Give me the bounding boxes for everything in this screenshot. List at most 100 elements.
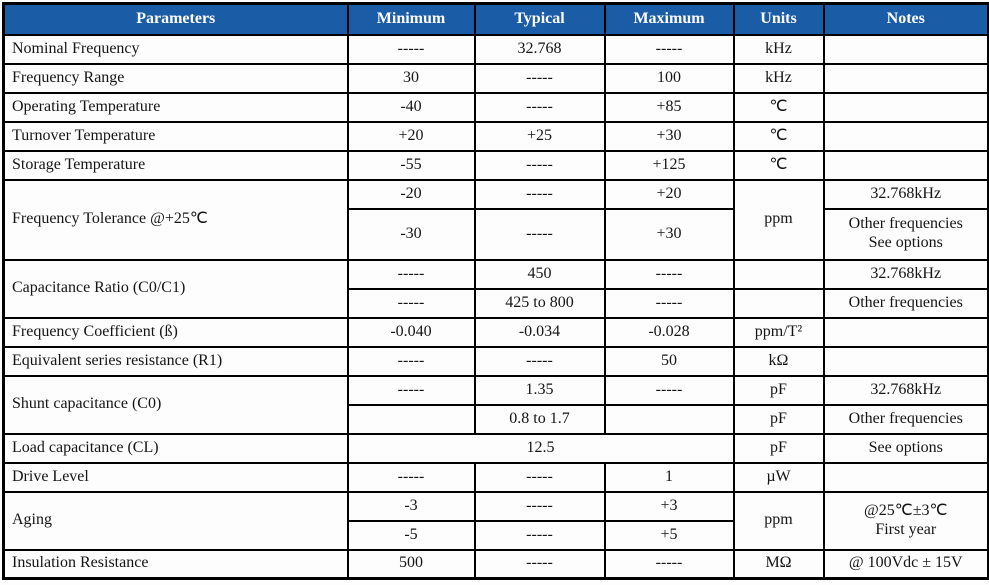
maximum-cell: +30 xyxy=(603,208,735,261)
typical-cell: 32.768 xyxy=(473,33,606,65)
minimum-cell: -30 xyxy=(346,208,476,261)
maximum-cell: ----- xyxy=(603,374,735,406)
notes-cell: Other frequencies xyxy=(822,404,989,435)
table-row: Frequency Coefficient (ß) -0.040 -0.034 -0.… xyxy=(2,316,989,348)
notes-cell xyxy=(822,149,989,181)
notes-cell: See options xyxy=(822,432,989,464)
units-cell: pF xyxy=(732,374,825,406)
notes-cell xyxy=(822,62,989,94)
param-frequency-tolerance: Frequency Tolerance @+25℃ xyxy=(2,178,349,261)
notes-cell: @25℃±3℃ First year xyxy=(822,490,989,551)
minimum-cell: -5 xyxy=(346,520,476,551)
minimum-cell: ----- xyxy=(346,258,476,290)
notes-cell: Other frequencies See options xyxy=(822,208,989,261)
units-cell: MΩ xyxy=(732,548,825,580)
typical-cell: ----- xyxy=(473,149,606,181)
units-cell: ppm/T² xyxy=(732,316,825,348)
notes-cell xyxy=(822,33,989,65)
maximum-cell: +125 xyxy=(603,149,735,181)
minimum-cell: -20 xyxy=(346,178,476,210)
table-row: Frequency Range 30 ----- 100 kHz xyxy=(2,62,989,94)
minimum-cell: -3 xyxy=(346,490,476,522)
typical-cell: ----- xyxy=(473,208,606,261)
notes-cell xyxy=(822,120,989,152)
units-cell: ppm xyxy=(732,490,825,551)
minimum-cell: 30 xyxy=(346,62,476,94)
table-row: 0.8 to 1.7 pF Other frequencies xyxy=(4,404,989,435)
units-cell: kHz xyxy=(732,33,825,65)
notes-cell: Other frequencies xyxy=(822,288,989,319)
typical-cell: ----- xyxy=(473,461,606,493)
typical-cell: ----- xyxy=(473,91,606,123)
units-cell: ℃ xyxy=(732,91,825,123)
maximum-cell: ----- xyxy=(603,258,735,290)
param-aging: Aging xyxy=(2,490,349,551)
typical-cell: +25 xyxy=(473,120,606,152)
param-storage-temperature: Storage Temperature xyxy=(2,149,349,181)
merged-value-cell: 12.5 xyxy=(346,432,735,464)
table-row: Load capacitance (CL) 12.5 pF See options xyxy=(2,432,989,464)
units-cell: kΩ xyxy=(732,345,825,377)
typical-cell: ----- xyxy=(473,345,606,377)
table-header: Parameters Minimum Typical Maximum Units Note… xyxy=(2,2,989,36)
notes-cell: 32.768kHz xyxy=(822,178,989,210)
typical-cell: 1.35 xyxy=(473,374,606,406)
maximum-cell xyxy=(603,404,735,435)
notes-cell xyxy=(822,316,989,348)
param-insulation-resistance: Insulation Resistance xyxy=(2,548,349,580)
table-row: Capacitance Ratio (C0/C1) ----- 450 ----- 32… xyxy=(2,258,989,319)
maximum-cell: +20 xyxy=(603,178,735,210)
table-body: Nominal Frequency ----- 32.768 ----- kHz Freq… xyxy=(2,33,989,580)
units-cell: pF xyxy=(732,432,825,464)
units-cell: ℃ xyxy=(732,120,825,152)
minimum-cell: -0.040 xyxy=(346,316,476,348)
notes-cell xyxy=(822,461,989,493)
minimum-cell: ----- xyxy=(346,288,476,319)
col-header-units: Units xyxy=(732,2,825,36)
maximum-cell: ----- xyxy=(603,548,735,580)
notes-cell xyxy=(822,91,989,123)
units-cell: ppm xyxy=(732,178,825,261)
table-row: Aging -3 ----- +3 ppm @25℃±3℃ First year xyxy=(2,490,989,551)
param-shunt-capacitance: Shunt capacitance (C0) xyxy=(2,374,349,435)
typical-cell: -0.034 xyxy=(473,316,606,348)
units-cell: ℃ xyxy=(732,149,825,181)
table-row: Storage Temperature -55 ----- +125 ℃ xyxy=(2,149,989,181)
units-cell: µW xyxy=(732,461,825,493)
maximum-cell: +3 xyxy=(603,490,735,522)
table-row: Frequency Tolerance @+25℃ -20 ----- +20 ppm 3… xyxy=(2,178,989,261)
notes-cell: 32.768kHz xyxy=(822,258,989,290)
header-row: Parameters Minimum Typical Maximum Units Note… xyxy=(2,2,989,36)
units-cell xyxy=(732,258,825,290)
maximum-cell: ----- xyxy=(603,288,735,319)
maximum-cell: +5 xyxy=(603,520,735,551)
table-row: Drive Level ----- ----- 1 µW xyxy=(2,461,989,493)
col-header-maximum: Maximum xyxy=(603,2,735,36)
param-capacitance-ratio: Capacitance Ratio (C0/C1) xyxy=(2,258,349,319)
param-drive-level: Drive Level xyxy=(2,461,349,493)
table-row: Equivalent series resistance (R1) ----- --… xyxy=(2,345,989,377)
units-cell xyxy=(732,288,825,319)
maximum-cell: 50 xyxy=(603,345,735,377)
units-cell: kHz xyxy=(732,62,825,94)
minimum-cell: -40 xyxy=(346,91,476,123)
table-row: Nominal Frequency ----- 32.768 ----- kHz xyxy=(2,33,989,65)
param-frequency-range: Frequency Range xyxy=(2,62,349,94)
maximum-cell: 100 xyxy=(603,62,735,94)
minimum-cell: ----- xyxy=(346,374,476,406)
minimum-cell: 500 xyxy=(346,548,476,580)
minimum-cell xyxy=(346,404,476,435)
table-row: Insulation Resistance 500 ----- ----- MΩ @ 10… xyxy=(2,548,989,580)
param-nominal-frequency: Nominal Frequency xyxy=(2,33,349,65)
table-row: ----- 425 to 800 ----- Other frequencies xyxy=(4,288,989,319)
maximum-cell: +85 xyxy=(603,91,735,123)
typical-cell: 425 to 800 xyxy=(473,288,606,319)
minimum-cell: -55 xyxy=(346,149,476,181)
param-equivalent-series-resistance: Equivalent series resistance (R1) xyxy=(2,345,349,377)
typical-cell: ----- xyxy=(473,490,606,522)
typical-cell: ----- xyxy=(473,178,606,210)
col-header-parameters: Parameters xyxy=(2,2,349,36)
col-header-notes: Notes xyxy=(822,2,989,36)
minimum-cell: ----- xyxy=(346,33,476,65)
